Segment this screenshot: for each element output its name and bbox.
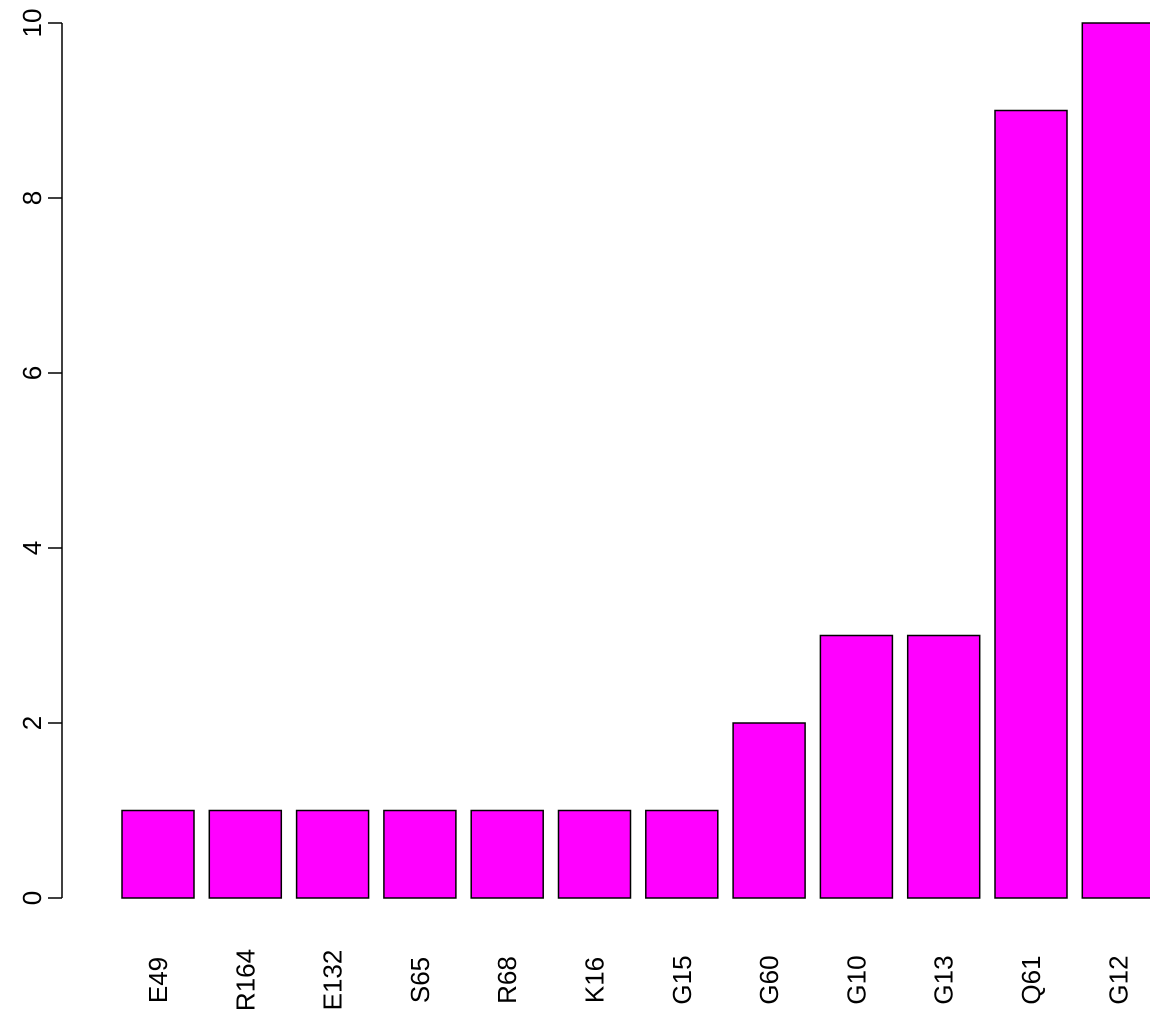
y-tick-label: 4 xyxy=(17,541,47,555)
bar-g12 xyxy=(1081,22,1150,899)
x-tick-label-r164: R164 xyxy=(230,949,260,1011)
x-tick-label-k16: K16 xyxy=(580,957,610,1003)
x-axis-tick-labels: E49 R164 E132 S65 R68 K16 G15 G60 G10 G13 Q61 G12 xyxy=(143,949,1133,1011)
x-tick-label-g12: G12 xyxy=(1103,955,1133,1004)
x-tick-label-e132: E132 xyxy=(318,950,348,1011)
y-tick-label: 2 xyxy=(17,716,47,730)
bar-e49 xyxy=(121,809,195,899)
bar-g13 xyxy=(906,634,981,899)
bar-g15 xyxy=(645,809,719,899)
bars xyxy=(121,22,1150,899)
x-tick-label-g10: G10 xyxy=(841,955,871,1004)
x-tick-label-g15: G15 xyxy=(667,955,697,1004)
x-tick-label-s65: S65 xyxy=(405,957,435,1003)
y-axis-ticks: 0 2 4 6 8 10 xyxy=(17,9,62,905)
bar-g60 xyxy=(732,722,806,899)
bar-r164 xyxy=(208,809,283,899)
x-tick-label-g13: G13 xyxy=(929,955,959,1004)
bar-r68 xyxy=(470,809,544,899)
bar-k16 xyxy=(557,809,632,899)
bar-e132 xyxy=(295,809,370,899)
x-tick-label-e49: E49 xyxy=(143,957,173,1003)
y-tick-label: 6 xyxy=(17,366,47,380)
x-tick-label-q61: Q61 xyxy=(1016,955,1046,1004)
y-tick-label: 10 xyxy=(17,9,47,38)
x-tick-label-r68: R68 xyxy=(492,956,522,1004)
y-tick-label: 8 xyxy=(17,191,47,205)
bar-s65 xyxy=(383,809,457,899)
y-tick-label: 0 xyxy=(17,891,47,905)
bar-q61 xyxy=(994,109,1068,899)
x-tick-label-g60: G60 xyxy=(754,955,784,1004)
bar-g10 xyxy=(819,634,894,899)
